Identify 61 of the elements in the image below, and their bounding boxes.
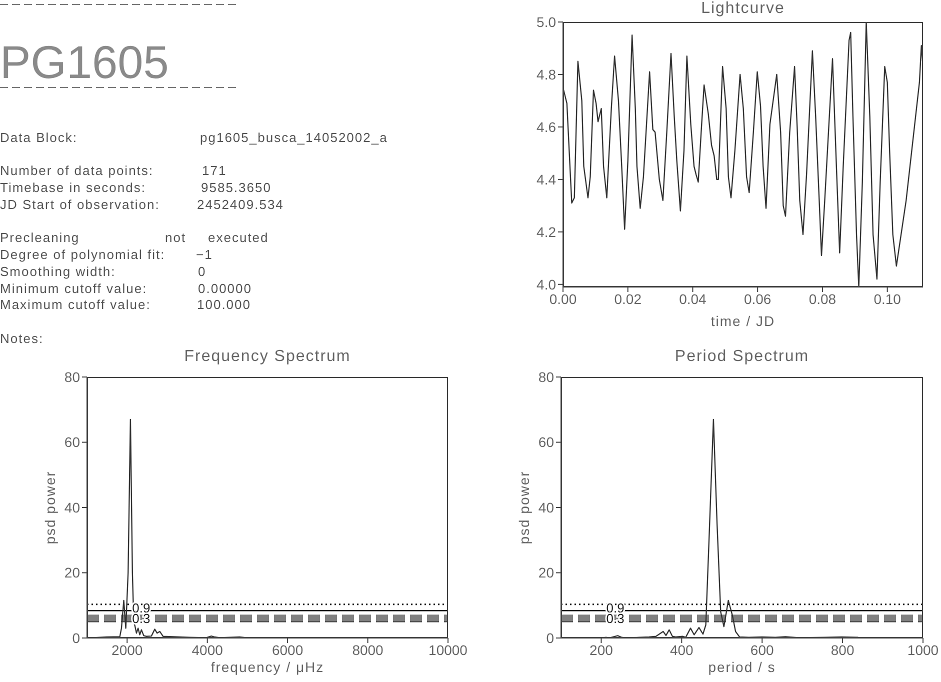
x-tick-label: 8000 (352, 642, 384, 658)
x-tick-label: 0.04 (679, 290, 707, 307)
x-axis-title: time / JD (710, 313, 776, 329)
y-tick-label: 20 (538, 564, 554, 581)
x-tick-label: 10000 (428, 642, 468, 658)
text: 171 (202, 163, 227, 178)
text: executed (208, 230, 269, 245)
text: Number of data points: (0, 163, 154, 178)
x-tick-label: 4000 (192, 642, 224, 658)
text: 0 (198, 264, 206, 279)
text: Timebase in seconds: (0, 180, 146, 195)
y-tick-label: 80 (538, 368, 554, 385)
x-tick-label: 0.06 (744, 290, 772, 307)
x-tick-label: 200 (590, 642, 614, 658)
x-tick-label: 0.02 (614, 290, 642, 307)
x-tick-label: 800 (830, 642, 854, 658)
y-tick-label: 5.0 (536, 14, 556, 30)
text: Degree of polynomial fit: (0, 247, 166, 262)
text: not (165, 230, 186, 245)
text: pg1605_busca_14052002_a (200, 130, 388, 145)
text: PG1605 (0, 36, 169, 88)
y-tick-label: 4.6 (536, 118, 556, 135)
y-axis-title: psd power (516, 470, 532, 544)
x-tick-label: 0.00 (549, 290, 577, 307)
y-tick-label: 4.8 (536, 66, 556, 82)
y-axis-title: psd power (42, 470, 58, 544)
text: 9585.3650 (201, 180, 272, 195)
text: Maximum cutoff value: (0, 297, 151, 312)
text: Notes: (0, 331, 44, 346)
text: Smoothing width: (0, 264, 116, 279)
y-tick-label: 4.0 (536, 276, 556, 292)
chart-title: Lightcurve (701, 0, 785, 17)
text: 0.00000 (198, 281, 252, 296)
chart-title: Frequency Spectrum (184, 348, 351, 365)
x-tick-label: 1000 (907, 642, 939, 658)
y-tick-label: 0 (546, 630, 554, 646)
y-tick-label: 20 (64, 564, 80, 581)
text: −1 (196, 247, 213, 262)
chart-title: Period Spectrum (674, 348, 810, 365)
x-tick-label: 0.08 (808, 290, 836, 307)
y-tick-label: 4.2 (536, 224, 556, 240)
x-tick-label: 2000 (112, 642, 143, 658)
text: Minimum cutoff value: (0, 281, 148, 296)
y-tick-label: 40 (64, 499, 80, 516)
y-tick-label: 4.4 (536, 171, 556, 188)
x-tick-label: 400 (670, 642, 694, 658)
text: JD Start of observation: (0, 197, 160, 212)
y-tick-label: 80 (64, 368, 80, 385)
x-axis-title: period / s (708, 659, 776, 675)
x-tick-label: 6000 (272, 642, 304, 658)
x-tick-label: 0.10 (874, 290, 902, 307)
x-axis-title: frequency / μHz (210, 659, 324, 675)
y-tick-label: 0 (72, 630, 80, 646)
text: Precleaning (0, 230, 80, 245)
x-tick-label: 600 (750, 642, 774, 658)
y-tick-label: 40 (538, 499, 554, 516)
text: Data Block: (0, 130, 78, 145)
y-tick-label: 60 (538, 434, 554, 450)
text: 2452409.534 (197, 197, 284, 212)
text: 100.000 (197, 297, 251, 312)
y-tick-label: 60 (64, 434, 80, 450)
